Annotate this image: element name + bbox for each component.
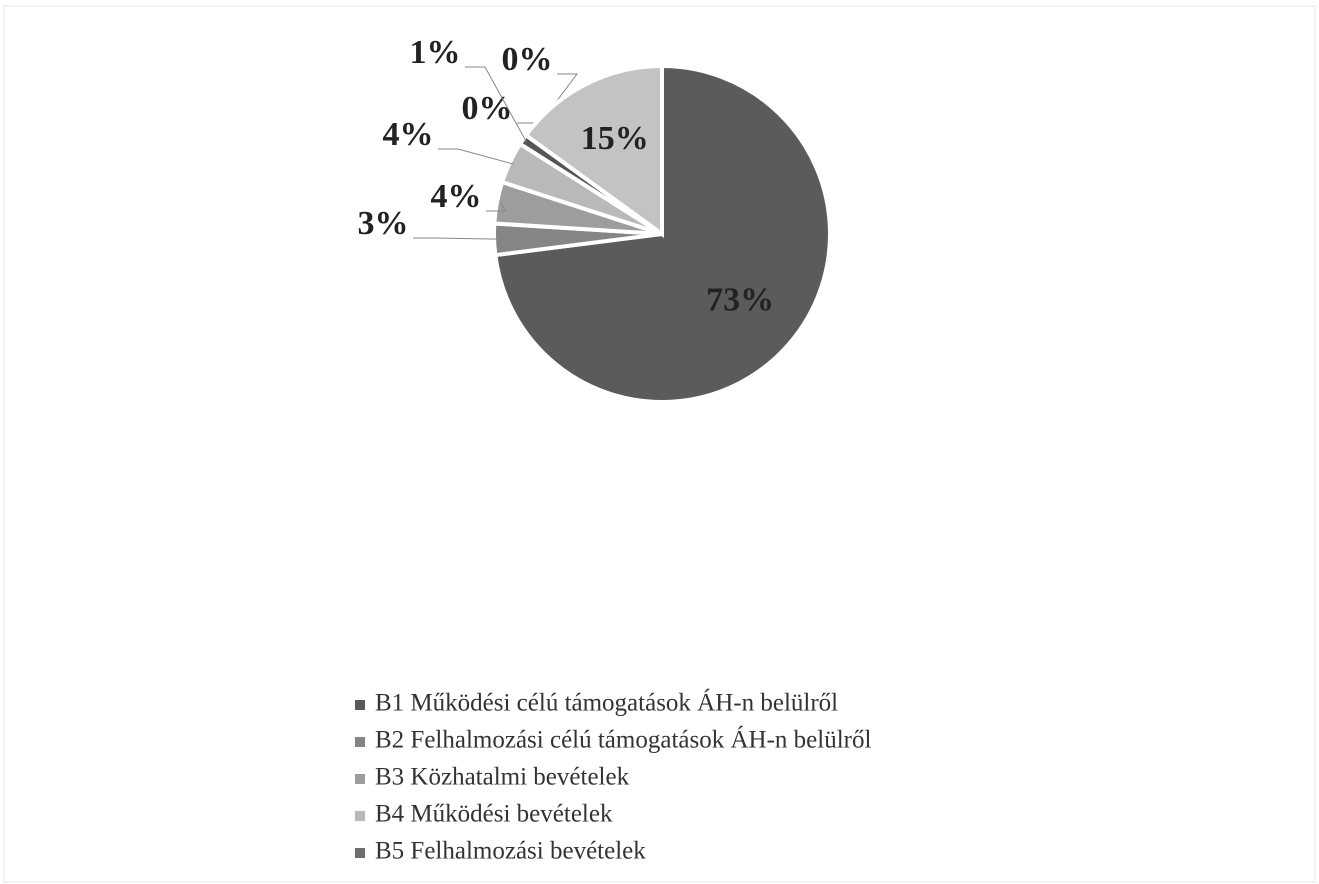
legend-label: B5 Felhalmozási bevételek [375, 838, 646, 865]
legend-swatch [355, 848, 365, 858]
legend-swatch [355, 700, 365, 710]
data-label: 1% [410, 34, 461, 71]
leader-line [413, 237, 499, 240]
pie-slice [523, 63, 664, 238]
data-label: 73% [706, 282, 774, 319]
data-label: 0% [502, 41, 553, 78]
data-label: 3% [358, 205, 409, 242]
legend-swatch [355, 737, 365, 747]
leader-line [465, 66, 527, 143]
data-label: 4% [431, 178, 482, 215]
legend-label: B1 Működési célú támogatások ÁH-n belülr… [375, 689, 838, 717]
legend-swatch [355, 811, 365, 821]
legend-label: B4 Működési bevételek [375, 801, 613, 828]
data-label: 4% [383, 116, 434, 153]
leader-line [486, 202, 507, 212]
legend-label: B2 Felhalmozási célú támogatások ÁH-n be… [375, 726, 871, 754]
legend-label: B3 Közhatalmi bevételek [375, 764, 630, 791]
data-label: 0% [462, 90, 513, 127]
legend-swatch [355, 774, 365, 784]
leader-line [438, 148, 514, 165]
data-label: 15% [581, 120, 649, 157]
